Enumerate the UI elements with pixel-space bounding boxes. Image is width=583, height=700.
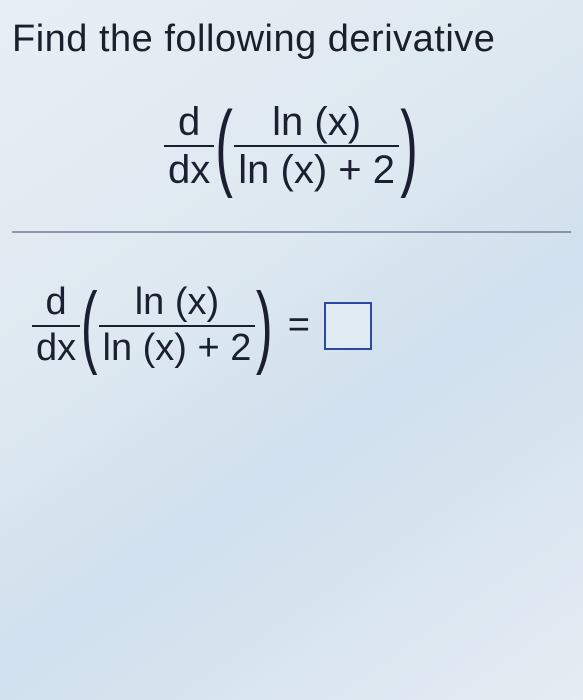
inner-numerator: ln (x) — [131, 283, 223, 325]
derivative-expression: d dx ( ln (x) ln (x) + 2 ) — [12, 101, 571, 191]
inner-fraction: ln (x) ln (x) + 2 — [234, 101, 399, 191]
inner-denominator: ln (x) + 2 — [99, 327, 256, 369]
answer-input-box[interactable] — [324, 302, 372, 350]
inner-denominator: ln (x) + 2 — [234, 147, 399, 191]
page-heading: Find the following derivative — [12, 18, 571, 61]
d-dx-operator: d dx — [32, 283, 80, 369]
d-dx-operator: d dx — [164, 101, 214, 191]
operator-denominator: dx — [32, 327, 80, 369]
operator-denominator: dx — [164, 147, 214, 191]
right-paren-icon: ) — [400, 108, 418, 185]
problem-page: Find the following derivative d dx ( ln … — [0, 0, 583, 387]
equals-sign: = — [288, 304, 310, 347]
right-paren-icon: ) — [256, 289, 273, 362]
operator-numerator: d — [174, 101, 204, 145]
left-paren-icon: ( — [215, 108, 233, 185]
inner-numerator: ln (x) — [268, 101, 365, 145]
derivative-answer-line: d dx ( ln (x) ln (x) + 2 ) = — [32, 283, 571, 369]
inner-fraction: ln (x) ln (x) + 2 — [99, 283, 256, 369]
section-divider — [12, 231, 571, 233]
operator-numerator: d — [42, 283, 71, 325]
left-paren-icon: ( — [81, 289, 98, 362]
